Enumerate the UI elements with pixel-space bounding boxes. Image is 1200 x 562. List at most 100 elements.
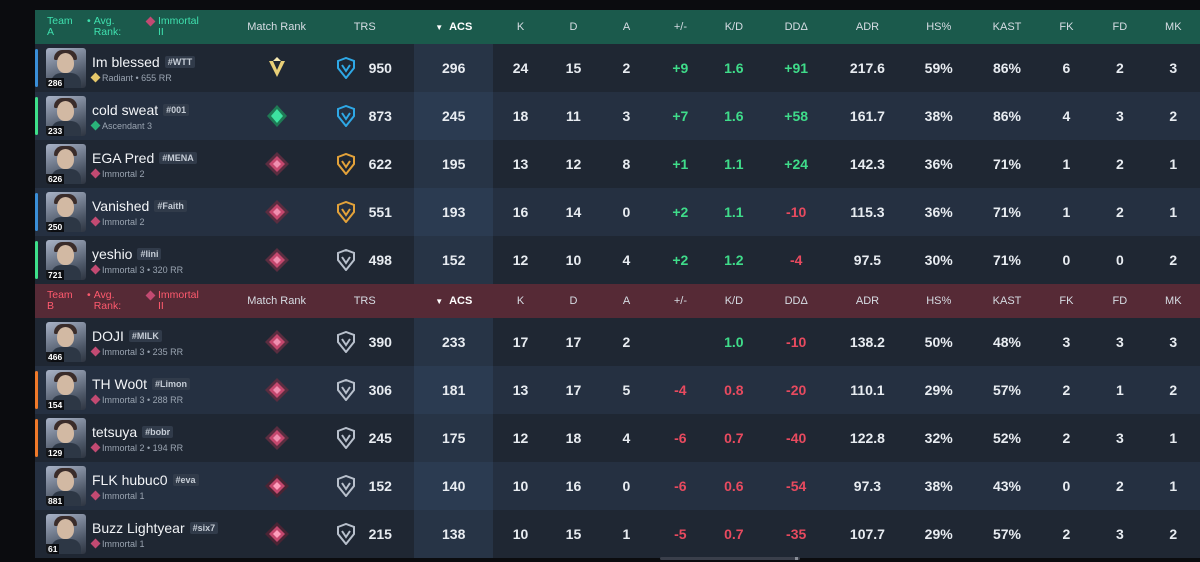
player-rank-line: Immortal 1	[90, 491, 199, 501]
avatar[interactable]: 129	[46, 418, 86, 458]
player-name[interactable]: TH Wo0t	[92, 375, 147, 392]
player-cell[interactable]: 881 FLK hubuc0 #eva Immortal 1	[35, 462, 238, 510]
player-row[interactable]: 233 cold sweat #001 Ascendant 3 873 245 18 11 3 +…	[35, 92, 1200, 140]
mk-value: 1	[1169, 204, 1178, 220]
player-row[interactable]: 250 Vanished #Faith Immortal 2 551 193 16 14 0 +2…	[35, 188, 1200, 236]
player-name[interactable]: cold sweat	[92, 101, 159, 118]
col-header-pm[interactable]: +/-	[673, 295, 687, 307]
horizontal-scrollbar[interactable]	[660, 557, 800, 560]
col-header-a[interactable]: A	[622, 21, 631, 33]
avatar[interactable]: 154	[46, 370, 86, 410]
avatar[interactable]: 286	[46, 48, 86, 88]
player-row[interactable]: 466 DOJI #MILK Immortal 3 • 235 RR 390 233 17 1…	[35, 318, 1200, 366]
col-header-acs[interactable]: ▼ ACS	[414, 284, 493, 318]
player-row[interactable]: 129 tetsuya #bobr Immortal 2 • 194 RR 245 175…	[35, 414, 1200, 462]
adr-value: 161.7	[849, 108, 885, 124]
player-row[interactable]: 154 TH Wo0t #Limon Immortal 3 • 288 RR 306 18…	[35, 366, 1200, 414]
col-header-fd[interactable]: FD	[1112, 21, 1128, 33]
avatar[interactable]: 721	[46, 240, 86, 280]
col-header-mk[interactable]: MK	[1165, 21, 1182, 33]
player-row[interactable]: 721 yeshio #lini Immortal 3 • 320 RR 498 152 1…	[35, 236, 1200, 284]
col-header-fk[interactable]: FK	[1059, 295, 1074, 307]
player-name[interactable]: Vanished	[92, 197, 150, 214]
player-cell[interactable]: 250 Vanished #Faith Immortal 2	[35, 188, 238, 236]
kd-value: 0.6	[724, 478, 744, 494]
col-header-adr[interactable]: ADR	[855, 21, 880, 33]
avatar[interactable]: 881	[46, 466, 86, 506]
col-header-mk[interactable]: MK	[1165, 295, 1182, 307]
player-cell[interactable]: 286 Im blessed #WTT Radiant • 655 RR	[35, 44, 238, 92]
player-row[interactable]: 286 Im blessed #WTT Radiant • 655 RR 950 296 2…	[35, 44, 1200, 92]
trs-blue-icon	[336, 105, 355, 127]
pm-value: -6	[674, 478, 687, 494]
player-name-line: Vanished #Faith	[92, 198, 187, 214]
player-cell[interactable]: 721 yeshio #lini Immortal 3 • 320 RR	[35, 236, 238, 284]
col-header-k[interactable]: K	[516, 21, 525, 33]
col-header-fk[interactable]: FK	[1059, 21, 1074, 33]
col-header-kast[interactable]: KAST	[992, 295, 1022, 307]
col-header-kd[interactable]: K/D	[724, 295, 744, 307]
col-header-trs[interactable]: TRS	[353, 295, 376, 307]
avatar[interactable]: 466	[46, 322, 86, 362]
kast-value: 43%	[992, 478, 1021, 494]
col-header-d[interactable]: D	[569, 295, 578, 307]
player-tag: #WTT	[164, 55, 196, 68]
trs-cell: 873	[315, 105, 414, 127]
col-header-match-rank[interactable]: Match Rank	[247, 21, 306, 33]
kast-value: 86%	[992, 60, 1021, 76]
team-label-line2: B	[47, 300, 55, 312]
col-header-kd[interactable]: K/D	[724, 21, 744, 33]
player-row[interactable]: 626 EGA Pred #MENA Immortal 2 622 195 13 12 8 +1 1…	[35, 140, 1200, 188]
col-header-acs[interactable]: ▼ ACS	[414, 10, 493, 44]
player-cell[interactable]: 129 tetsuya #bobr Immortal 2 • 194 RR	[35, 414, 238, 462]
col-header-adr[interactable]: ADR	[855, 295, 880, 307]
col-header-pm[interactable]: +/-	[673, 21, 687, 33]
col-header-trs[interactable]: TRS	[353, 21, 376, 33]
immortal-rank-icon	[90, 346, 101, 357]
player-rank: Immortal 2	[102, 216, 145, 227]
col-header-a[interactable]: A	[622, 295, 631, 307]
avatar[interactable]: 233	[46, 96, 86, 136]
fk-value: 1	[1062, 204, 1071, 220]
player-name[interactable]: FLK hubuc0	[92, 471, 168, 488]
player-name-line: EGA Pred #MENA	[92, 150, 197, 166]
player-cell[interactable]: 626 EGA Pred #MENA Immortal 2	[35, 140, 238, 188]
player-name[interactable]: yeshio	[92, 245, 133, 262]
col-header-k[interactable]: K	[516, 295, 525, 307]
player-name[interactable]: Im blessed	[92, 53, 160, 70]
trs-cell: 306	[315, 379, 414, 401]
col-header-match-rank[interactable]: Match Rank	[247, 295, 306, 307]
avatar[interactable]: 61	[46, 514, 86, 554]
d-value: 11	[566, 108, 581, 124]
player-row[interactable]: 881 FLK hubuc0 #eva Immortal 1 152 140 10 16 0 -6…	[35, 462, 1200, 510]
col-header-dd[interactable]: DDΔ	[784, 21, 808, 33]
hs-value: 36%	[924, 204, 953, 220]
fd-value: 3	[1115, 526, 1124, 542]
col-header-fd[interactable]: FD	[1112, 295, 1128, 307]
player-rank-line: Immortal 3 • 288 RR	[90, 395, 190, 405]
player-cell[interactable]: 466 DOJI #MILK Immortal 3 • 235 RR	[35, 318, 238, 366]
player-name[interactable]: EGA Pred	[92, 149, 155, 166]
d-value: 15	[565, 60, 582, 76]
avatar[interactable]: 250	[46, 192, 86, 232]
player-name[interactable]: tetsuya	[92, 423, 138, 440]
fk-value: 2	[1062, 430, 1071, 446]
player-cell[interactable]: 154 TH Wo0t #Limon Immortal 3 • 288 RR	[35, 366, 238, 414]
player-rank-line: Immortal 2	[90, 216, 187, 227]
player-tag: #bobr	[142, 425, 174, 438]
player-name[interactable]: Buzz Lightyear	[92, 519, 185, 536]
col-header-hs[interactable]: HS%	[926, 295, 952, 307]
scrollbar-thumb[interactable]	[795, 557, 798, 560]
col-header-d[interactable]: D	[569, 21, 578, 33]
col-header-hs[interactable]: HS%	[926, 21, 952, 33]
player-name-line: TH Wo0t #Limon	[92, 376, 190, 392]
trs-cell: 622	[315, 153, 414, 175]
avatar[interactable]: 626	[46, 144, 86, 184]
player-row[interactable]: 61 Buzz Lightyear #six7 Immortal 1 215 138 10 1…	[35, 510, 1200, 558]
col-header-kast[interactable]: KAST	[992, 21, 1022, 33]
avg-rank-value: Immortal II	[145, 290, 199, 312]
player-cell[interactable]: 61 Buzz Lightyear #six7 Immortal 1	[35, 510, 238, 558]
player-cell[interactable]: 233 cold sweat #001 Ascendant 3	[35, 92, 238, 140]
col-header-dd[interactable]: DDΔ	[784, 295, 808, 307]
player-name[interactable]: DOJI	[92, 327, 124, 344]
